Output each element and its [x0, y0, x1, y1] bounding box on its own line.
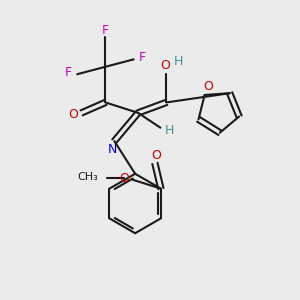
Text: F: F [102, 24, 109, 37]
Text: O: O [119, 172, 129, 185]
Text: H: H [174, 55, 184, 68]
Text: O: O [68, 108, 78, 121]
Text: O: O [203, 80, 213, 93]
Text: O: O [160, 59, 170, 72]
Text: F: F [139, 51, 146, 64]
Text: CH₃: CH₃ [78, 172, 98, 182]
Text: O: O [152, 148, 161, 162]
Text: F: F [65, 66, 72, 79]
Text: N: N [108, 143, 118, 156]
Text: H: H [165, 124, 174, 136]
